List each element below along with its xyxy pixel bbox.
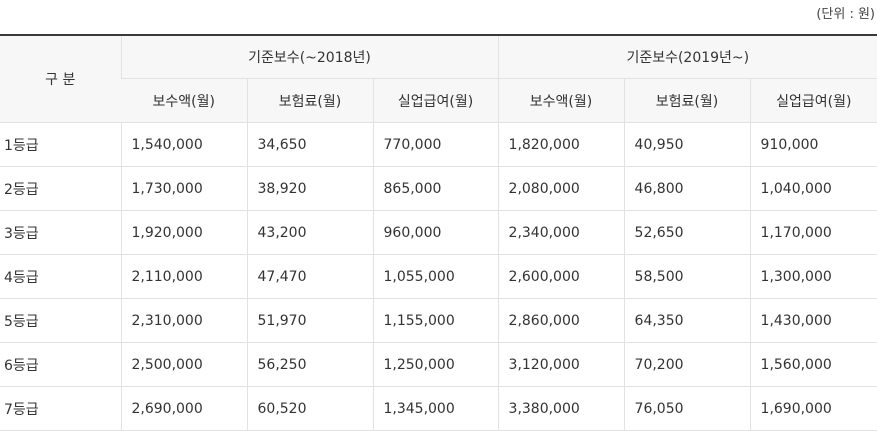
premium-2019-cell: 46,800 [623,166,751,211]
pay-2019-cell: 3,120,000 [497,342,625,387]
header-benefit-2019: 실업급여(월) [749,78,877,123]
pay-2018-cell: 2,110,000 [120,254,247,299]
benefit-2019-cell: 1,040,000 [749,166,877,211]
premium-2018-cell: 51,970 [246,298,373,343]
pay-2018-cell: 1,730,000 [120,166,247,211]
header-premium-2018: 보험료(월) [246,78,373,123]
grade-cell: 7등급 [0,386,121,431]
benefit-2018-cell: 1,345,000 [372,386,499,431]
table-row: 6등급 2,500,000 56,250 1,250,000 3,120,000 70,2… [0,342,877,387]
table-row: 4등급 2,110,000 47,470 1,055,000 2,600,000 58,5… [0,254,877,299]
premium-2018-cell: 43,200 [246,210,373,255]
table-header: 구 분 기준보수(~2018년) 기준보수(2019년~) 보수액(월) 보험료… [0,35,877,123]
benefit-2018-cell: 960,000 [372,210,499,255]
pay-2019-cell: 2,860,000 [497,298,625,343]
benefit-2019-cell: 1,560,000 [749,342,877,387]
pay-2019-cell: 2,080,000 [497,166,625,211]
grade-cell: 5등급 [0,298,121,343]
premium-2018-cell: 56,250 [246,342,373,387]
premium-2019-cell: 76,050 [623,386,751,431]
grade-cell: 6등급 [0,342,121,387]
pay-2018-cell: 1,920,000 [120,210,247,255]
premium-2018-cell: 34,650 [246,122,373,167]
header-group-2018: 기준보수(~2018년) [120,35,499,79]
table-body: 1등급 1,540,000 34,650 770,000 1,820,000 40,950… [0,122,877,431]
grade-cell: 1등급 [0,122,121,167]
pay-2018-cell: 1,540,000 [120,122,247,167]
benefit-2019-cell: 910,000 [749,122,877,167]
header-premium-2019: 보험료(월) [623,78,751,123]
header-pay-2018: 보수액(월) [121,78,247,123]
grade-cell: 4등급 [0,254,121,299]
unit-note: (단위 : 원) [816,7,875,22]
header-category: 구 분 [0,35,121,123]
premium-2019-cell: 58,500 [623,254,751,299]
header-benefit-2018: 실업급여(월) [372,78,499,123]
pay-2019-cell: 1,820,000 [497,122,625,167]
table-row: 1등급 1,540,000 34,650 770,000 1,820,000 40,950… [0,122,877,167]
benefit-2018-cell: 1,250,000 [372,342,499,387]
pay-2019-cell: 3,380,000 [497,386,625,431]
benefit-2019-cell: 1,430,000 [749,298,877,343]
benefit-2018-cell: 1,055,000 [372,254,499,299]
benefit-2019-cell: 1,170,000 [749,210,877,255]
pay-2018-cell: 2,690,000 [120,386,247,431]
grade-cell: 2등급 [0,166,121,211]
premium-2018-cell: 38,920 [246,166,373,211]
premium-2019-cell: 64,350 [623,298,751,343]
header-pay-2019: 보수액(월) [497,78,625,123]
premium-2018-cell: 47,470 [246,254,373,299]
pay-2018-cell: 2,500,000 [120,342,247,387]
header-group-2019: 기준보수(2019년~) [497,35,877,79]
benefit-2018-cell: 770,000 [372,122,499,167]
premium-2019-cell: 70,200 [623,342,751,387]
premium-2018-cell: 60,520 [246,386,373,431]
pay-2019-cell: 2,600,000 [497,254,625,299]
grade-cell: 3등급 [0,210,121,255]
benefit-2018-cell: 1,155,000 [372,298,499,343]
table-row: 7등급 2,690,000 60,520 1,345,000 3,380,000 76,0… [0,386,877,431]
benefit-2018-cell: 865,000 [372,166,499,211]
table-row: 3등급 1,920,000 43,200 960,000 2,340,000 52,650… [0,210,877,255]
benefit-table: 구 분 기준보수(~2018년) 기준보수(2019년~) 보수액(월) 보험료… [0,34,877,431]
table-row: 5등급 2,310,000 51,970 1,155,000 2,860,000 64,3… [0,298,877,343]
pay-2018-cell: 2,310,000 [120,298,247,343]
benefit-2019-cell: 1,690,000 [749,386,877,431]
table-row: 2등급 1,730,000 38,920 865,000 2,080,000 46,800… [0,166,877,211]
benefit-2019-cell: 1,300,000 [749,254,877,299]
pay-2019-cell: 2,340,000 [497,210,625,255]
premium-2019-cell: 52,650 [623,210,751,255]
premium-2019-cell: 40,950 [623,122,751,167]
